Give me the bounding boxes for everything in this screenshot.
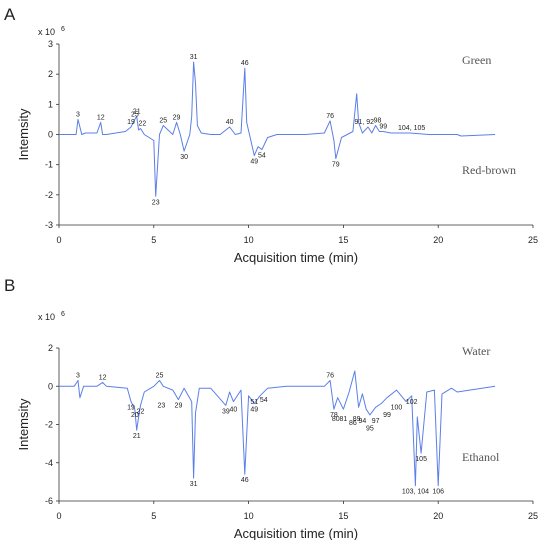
y-tick-label: 0 bbox=[48, 381, 53, 391]
y-tick-label: 3 bbox=[48, 39, 53, 49]
y-tick-label: -2 bbox=[45, 420, 53, 430]
x-tick-label: 10 bbox=[244, 235, 254, 245]
peak-label: 19 bbox=[127, 405, 135, 412]
peak-label: 99 bbox=[383, 412, 391, 419]
peak-label: 3 bbox=[76, 111, 80, 118]
peak-label: 12 bbox=[99, 374, 107, 381]
peak-label: 49 bbox=[250, 159, 258, 166]
y-tick-label: 2 bbox=[48, 69, 53, 79]
peak-label: 89 bbox=[353, 416, 361, 423]
panel-letter: B bbox=[4, 276, 15, 295]
y-multiplier-exponent: 6 bbox=[61, 311, 65, 318]
y-tick-label: 1 bbox=[48, 99, 53, 109]
series-line bbox=[59, 61, 496, 197]
x-tick-label: 20 bbox=[433, 511, 443, 521]
peak-label: 25 bbox=[159, 117, 167, 124]
peak-label: 29 bbox=[173, 114, 181, 121]
peak-label: 97 bbox=[372, 418, 380, 425]
peak-label: 95 bbox=[366, 426, 374, 433]
peak-label: 12 bbox=[97, 114, 105, 121]
peak-label: 99 bbox=[379, 123, 387, 130]
peak-label: 51 bbox=[250, 399, 258, 406]
x-tick-label: 15 bbox=[338, 511, 348, 521]
y-multiplier-exponent: 6 bbox=[61, 26, 65, 33]
peak-label: 98 bbox=[374, 117, 382, 124]
y-tick-label: 0 bbox=[48, 130, 53, 140]
peak-label: 104, 105 bbox=[398, 125, 425, 132]
peak-label: 40 bbox=[230, 406, 238, 413]
peak-label: 23 bbox=[152, 199, 160, 206]
peak-label: 25 bbox=[156, 373, 164, 380]
peak-label: 3 bbox=[76, 373, 80, 380]
peak-label: 54 bbox=[260, 397, 268, 404]
peak-label: 22 bbox=[137, 408, 145, 415]
peak-label: 30 bbox=[180, 154, 188, 161]
peak-label: 100 bbox=[391, 405, 403, 412]
x-tick-label: 25 bbox=[528, 511, 538, 521]
annotation-top: Water bbox=[462, 344, 490, 358]
peak-label: 49 bbox=[250, 406, 258, 413]
peak-label: 106 bbox=[432, 489, 444, 496]
y-tick-label: -2 bbox=[45, 190, 53, 200]
x-axis-label: Acquisition time (min) bbox=[234, 526, 358, 540]
peak-label: 86 bbox=[349, 420, 357, 427]
y-tick-label: -4 bbox=[45, 458, 53, 468]
x-tick-label: 15 bbox=[338, 235, 348, 245]
peak-label: 102 bbox=[406, 399, 418, 406]
x-tick-label: 0 bbox=[56, 235, 61, 245]
peak-label: 80 bbox=[332, 416, 340, 423]
peak-label: 103, 104 bbox=[402, 489, 429, 496]
y-multiplier: x 10 bbox=[38, 312, 55, 322]
x-tick-label: 0 bbox=[56, 511, 61, 521]
y-tick-label: -1 bbox=[45, 160, 53, 170]
peak-label: 54 bbox=[258, 153, 266, 160]
peak-label: 46 bbox=[241, 60, 249, 67]
peak-label: 31 bbox=[190, 54, 198, 61]
y-multiplier: x 10 bbox=[38, 27, 55, 37]
peak-label: 21 bbox=[133, 433, 141, 440]
peak-label: 22 bbox=[139, 120, 147, 127]
peak-label: 20 bbox=[131, 412, 139, 419]
peak-label: 76 bbox=[326, 373, 334, 380]
annotation-bottom: Red-brown bbox=[462, 163, 516, 177]
peak-label: 94 bbox=[358, 418, 366, 425]
peak-label: 79 bbox=[332, 162, 340, 169]
annotation-top: Green bbox=[462, 53, 491, 67]
x-tick-label: 5 bbox=[151, 511, 156, 521]
series-line bbox=[59, 370, 496, 487]
peak-label: 76 bbox=[326, 113, 334, 120]
peak-label: 91, 92 bbox=[355, 119, 375, 126]
y-axis-label: Intemsity bbox=[16, 108, 31, 161]
y-axis-label: Intemsity bbox=[16, 398, 31, 451]
peak-label: 78 bbox=[330, 412, 338, 419]
x-tick-label: 10 bbox=[244, 511, 254, 521]
annotation-bottom: Ethanol bbox=[462, 450, 500, 464]
x-tick-label: 20 bbox=[433, 235, 443, 245]
peak-label: 81 bbox=[340, 416, 348, 423]
peak-label: 39 bbox=[222, 408, 230, 415]
peak-label: 21 bbox=[133, 108, 141, 115]
x-tick-label: 5 bbox=[151, 235, 156, 245]
y-tick-label: 2 bbox=[48, 343, 53, 353]
x-tick-label: 25 bbox=[528, 235, 538, 245]
peak-label: 40 bbox=[226, 119, 234, 126]
peak-label: 105 bbox=[415, 456, 427, 463]
y-tick-label: -3 bbox=[45, 220, 53, 230]
peak-label: 23 bbox=[157, 403, 165, 410]
y-tick-label: -6 bbox=[45, 496, 53, 506]
x-axis-label: Acquisition time (min) bbox=[234, 250, 358, 265]
peak-label: 19 bbox=[127, 119, 135, 126]
panel-letter: A bbox=[4, 5, 16, 24]
peak-label: 29 bbox=[175, 403, 183, 410]
peak-label: 46 bbox=[241, 477, 249, 484]
peak-label: 25 bbox=[131, 111, 139, 118]
peak-label: 31 bbox=[190, 481, 198, 488]
